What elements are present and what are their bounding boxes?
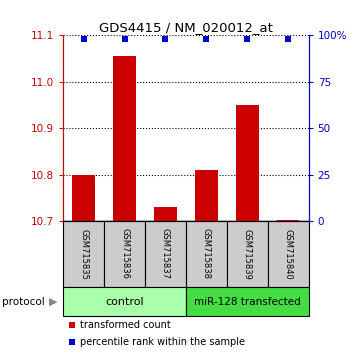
Text: GSM715838: GSM715838	[202, 228, 211, 280]
Point	[69, 339, 75, 345]
Point	[122, 36, 127, 42]
Point	[162, 36, 168, 42]
Bar	[227, 221, 268, 287]
Bar	[113, 56, 136, 221]
Bar	[63, 221, 104, 287]
Text: GSM715835: GSM715835	[79, 229, 88, 279]
Text: protocol: protocol	[2, 297, 44, 307]
Text: transformed count: transformed count	[81, 320, 171, 330]
Bar	[72, 175, 95, 221]
Point	[69, 322, 75, 328]
Text: GSM715837: GSM715837	[161, 228, 170, 280]
Text: GSM715836: GSM715836	[120, 228, 129, 280]
Text: GSM715839: GSM715839	[243, 229, 252, 279]
Bar	[154, 207, 177, 221]
Bar	[186, 221, 227, 287]
Bar	[186, 287, 309, 316]
Text: ▶: ▶	[49, 297, 57, 307]
Bar	[277, 220, 299, 221]
Text: percentile rank within the sample: percentile rank within the sample	[81, 337, 245, 347]
Point	[285, 36, 291, 42]
Bar	[195, 170, 218, 221]
Bar	[268, 221, 309, 287]
Bar	[63, 287, 186, 316]
Title: GDS4415 / NM_020012_at: GDS4415 / NM_020012_at	[99, 21, 273, 34]
Point	[204, 36, 209, 42]
Text: control: control	[105, 297, 144, 307]
Bar	[145, 221, 186, 287]
Text: miR-128 transfected: miR-128 transfected	[194, 297, 301, 307]
Bar	[236, 105, 258, 221]
Point	[244, 36, 250, 42]
Bar	[104, 221, 145, 287]
Point	[81, 36, 87, 42]
Text: GSM715840: GSM715840	[284, 229, 293, 279]
